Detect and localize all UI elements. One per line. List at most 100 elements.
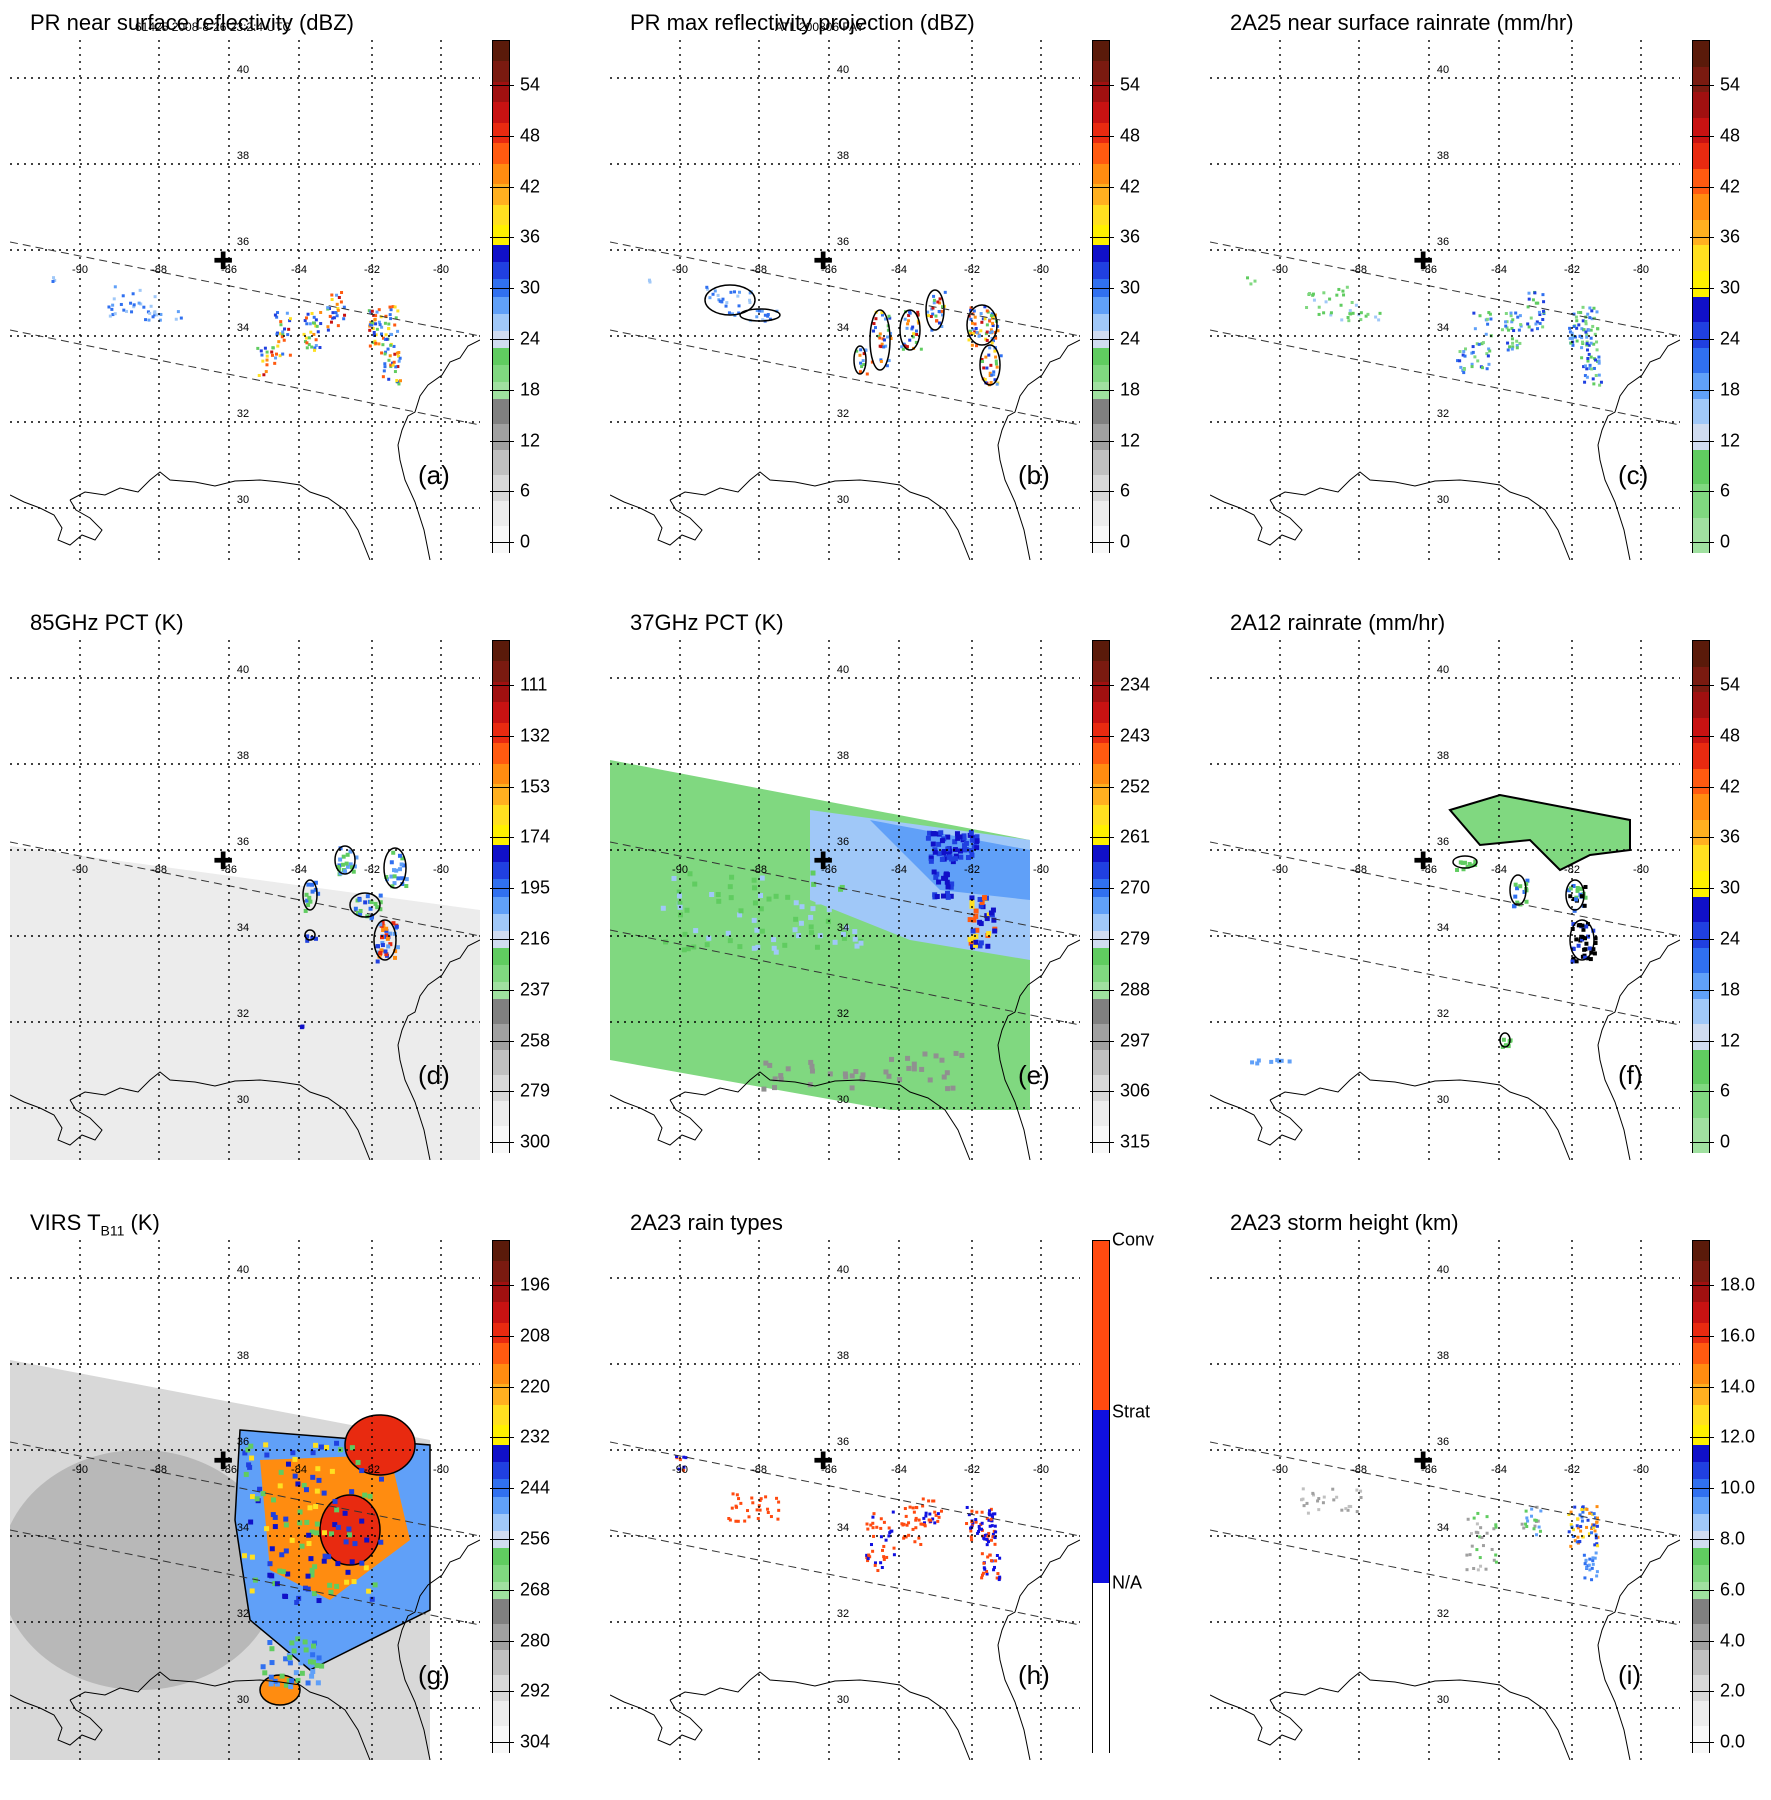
data-pixel [1580,336,1584,340]
data-pixel [112,297,116,301]
data-pixel [974,927,980,933]
panel-letter: (e) [1018,1060,1050,1090]
data-pixel [1587,1532,1591,1536]
data-pixel [729,874,735,880]
storm-center-marker: ✚ [212,1448,234,1475]
data-pixel [303,1647,309,1653]
lat-label: 32 [1436,1008,1450,1020]
data-pixel [313,346,317,350]
colorbar-tick [1690,888,1714,890]
data-pixel [949,881,955,887]
data-pixel [283,1522,289,1528]
data-pixel [369,916,374,921]
data-pixel [973,322,977,326]
data-pixel [1510,320,1514,324]
lat-label: 40 [836,1264,850,1276]
data-pixel [1596,327,1600,331]
data-pixel [799,904,805,910]
colorbar-label: 258 [520,1030,551,1051]
data-pixel [342,305,346,309]
data-pixel [872,1512,876,1516]
data-pixel [1566,888,1571,893]
data-pixel [1577,1540,1581,1544]
data-pixel [950,859,956,865]
data-pixel [859,1076,865,1082]
data-pixel [937,321,941,325]
data-pixel [978,940,984,946]
lon-label: -86 [821,1464,837,1476]
data-pixel [1510,326,1514,330]
data-pixel [396,354,400,358]
colorbar-segment [1693,1675,1709,1702]
data-pixel [137,301,141,305]
lon-label: -90 [672,864,688,876]
data-pixel [935,831,941,837]
swath-edge-line [10,329,480,426]
data-pixel [335,1524,341,1530]
data-pixel [297,1509,303,1515]
data-pixel [990,312,994,316]
colorbar-label: 42 [1720,176,1741,197]
data-pixel [280,1569,286,1575]
data-pixel [274,356,278,360]
data-pixel [344,1579,350,1585]
data-pixel [391,850,396,855]
colorbar-segment [1693,194,1709,221]
data-pixel [1574,315,1578,319]
data-pixel [329,320,333,324]
data-pixel [1514,311,1518,315]
data-pixel [998,1556,1002,1560]
data-pixel [953,1050,959,1056]
lon-label: -84 [891,264,907,276]
data-pixel [981,895,987,901]
data-pixel [978,903,984,909]
data-pixel [1595,1542,1599,1546]
data-pixel [919,1542,923,1546]
data-pixel [310,889,315,894]
colorbar-tick [1690,491,1714,493]
data-pixel [131,292,135,296]
lat-label: 38 [236,750,250,762]
data-pixel [648,280,652,284]
data-pixel [1569,1544,1573,1548]
colorbar-segment [493,526,509,553]
data-pixel [748,298,752,302]
colorbar-segment [493,347,509,366]
data-pixel [277,1568,283,1574]
data-pixel [277,340,281,344]
colorbar-label: 48 [1720,725,1741,746]
data-pixel [321,1490,327,1496]
data-pixel [885,1555,889,1559]
data-pixel [988,374,992,378]
data-pixel [1520,1522,1524,1526]
colorbar-segment [1093,296,1109,315]
data-pixel [982,1561,986,1565]
data-pixel [327,1582,333,1588]
data-pixel [390,884,395,889]
coldest-core [344,1414,416,1476]
data-pixel [391,363,395,367]
data-pixel [932,298,936,302]
data-pixel [357,897,362,902]
data-pixel [275,315,279,319]
data-pixel [389,308,393,312]
data-pixel [977,919,983,925]
data-pixel [373,339,377,343]
lat-label: 30 [236,1694,250,1706]
data-pixel [367,309,371,313]
swath-edge-line [610,1441,1080,1537]
data-pixel [273,313,277,317]
colorbar-segment [1693,1083,1709,1119]
data-pixel [1511,904,1516,909]
data-pixel [750,1496,754,1500]
data-pixel [759,928,765,934]
data-pixel [113,285,117,289]
coastline [610,339,1080,560]
data-pixel [903,317,907,321]
data-pixel [737,912,743,918]
data-pixel [129,301,133,305]
data-pixel [1592,1526,1596,1530]
data-pixel [773,893,779,899]
data-pixel [842,1071,848,1077]
data-pixel [389,343,393,347]
